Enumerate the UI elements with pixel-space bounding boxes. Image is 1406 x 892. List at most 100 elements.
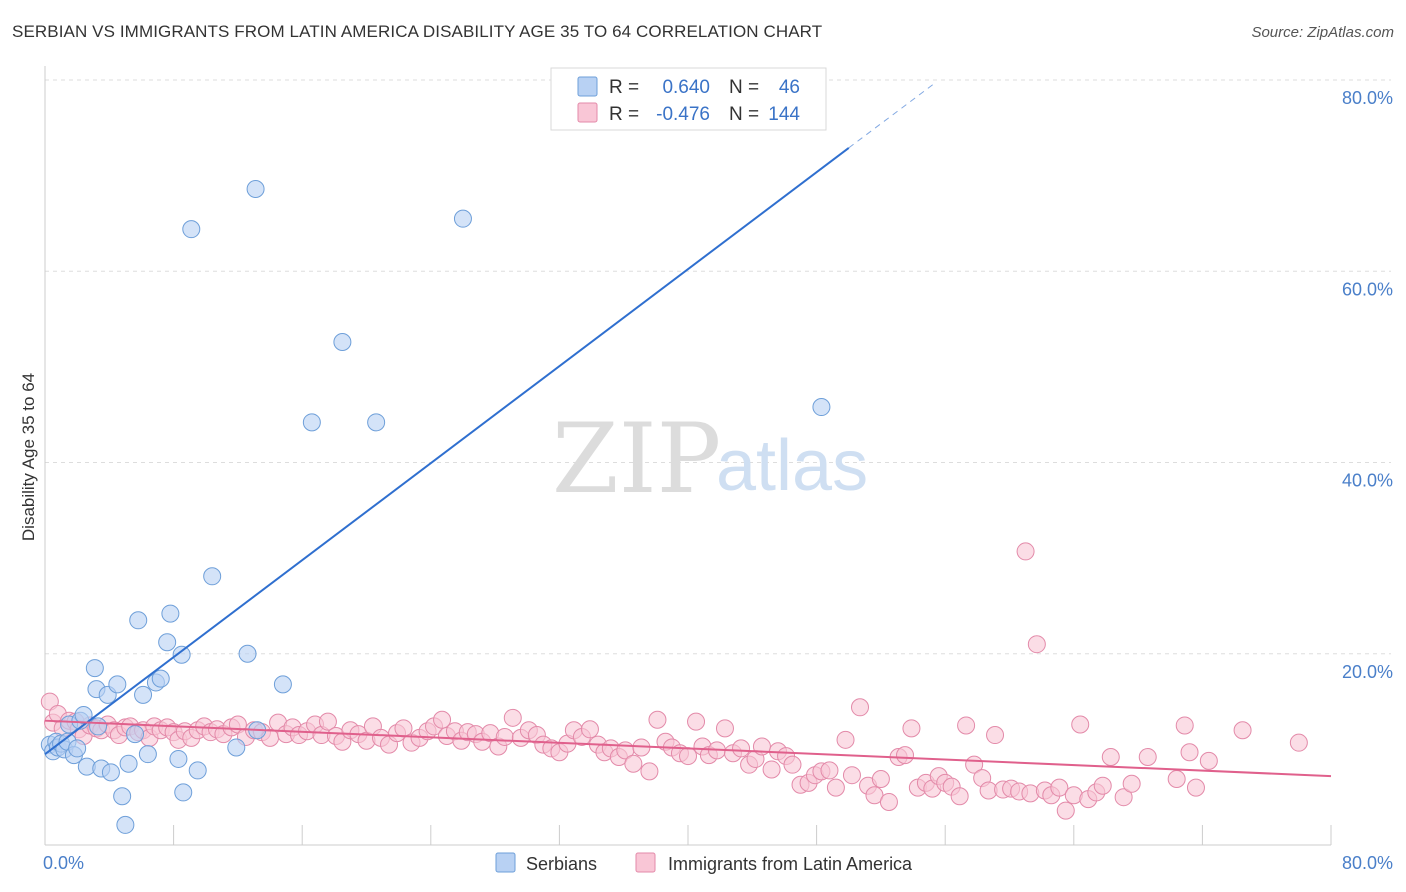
serbian-point [174, 783, 193, 802]
latin-america-point [503, 708, 522, 727]
legend-swatch-latin-america [577, 102, 598, 123]
latin-america-point [902, 719, 921, 738]
serbian-point [161, 604, 180, 623]
latin-america-point [836, 730, 855, 749]
y-tick-label: 40.0% [1342, 471, 1393, 491]
trend-lines [44, 83, 1332, 778]
serbian-point [169, 749, 188, 768]
serbian-point [74, 705, 93, 724]
latin-america-point [318, 712, 337, 731]
tick-labels: 20.0% 40.0% 60.0% 80.0% 0.0% 80.0% [43, 88, 1393, 873]
serbian-point [227, 738, 246, 757]
serbian-point [138, 745, 157, 764]
latin-america-point [433, 710, 452, 729]
grid-lines [45, 79, 1391, 655]
latin-america-point [851, 698, 870, 717]
serbian-point [367, 413, 386, 432]
latin-america-point [640, 762, 659, 781]
serbian-point [151, 669, 170, 688]
latin-america-point [1050, 778, 1069, 797]
serbian-point [203, 567, 222, 586]
serbian-point [453, 209, 472, 228]
serbian-trend-line-extension [848, 83, 935, 149]
serbian-point [302, 413, 321, 432]
latin-america-point [820, 761, 839, 780]
legend-r-label-1: R = [609, 77, 639, 98]
latin-america-point [495, 727, 514, 746]
x-tick-label: 80.0% [1342, 853, 1393, 873]
latin-america-point [1071, 715, 1090, 734]
latin-america-point [1186, 778, 1205, 797]
legend-n-value-1: 46 [779, 77, 800, 98]
legend-n-label-2: N = [729, 104, 759, 125]
y-tick-label: 60.0% [1342, 279, 1393, 299]
latin-america-point [648, 710, 667, 729]
serbian-point [273, 675, 292, 694]
y-axis-label: Disability Age 35 to 64 [19, 373, 38, 541]
latin-america-point [826, 778, 845, 797]
serbian-point [89, 717, 108, 736]
legend-r-value-1: 0.640 [662, 77, 710, 98]
serbian-point [126, 725, 145, 744]
latin-america-point [1167, 770, 1186, 789]
latin-america-point [762, 760, 781, 779]
serbian-point [68, 739, 87, 758]
latin-america-point [871, 770, 890, 789]
latin-america-point [1199, 751, 1218, 770]
latin-america-point [1122, 774, 1141, 793]
bottom-legend-swatch-latin-america [635, 852, 656, 873]
latin-america-point [783, 755, 802, 774]
source-label: Source: ZipAtlas.com [1251, 24, 1394, 41]
chart-title: SERBIAN VS IMMIGRANTS FROM LATIN AMERICA… [12, 22, 823, 41]
watermark-zip: ZIP [552, 403, 721, 515]
serbian-point [85, 659, 104, 678]
legend-r-value-2: -0.476 [656, 104, 710, 125]
latin-america-point [1056, 801, 1075, 820]
latin-america-point [624, 754, 643, 773]
serbian-trend-line [44, 147, 850, 755]
x-tick-label: 0.0% [43, 853, 84, 873]
serbian-point [113, 787, 132, 806]
serbian-point [182, 220, 201, 239]
serbian-point [129, 611, 148, 630]
latin-america-point [896, 746, 915, 765]
latin-america-point [1289, 733, 1308, 752]
axes [44, 66, 1332, 846]
serbian-point [108, 675, 127, 694]
bottom-legend-serbians: Serbians [526, 854, 597, 874]
serbian-point [119, 754, 138, 773]
serbian-point [172, 645, 191, 664]
latin-america-point [1138, 748, 1157, 767]
serbian-point [116, 815, 135, 834]
latin-america-point [1101, 748, 1120, 767]
latin-america-point [1093, 776, 1112, 795]
latin-america-point [879, 792, 898, 811]
latin-america-point [1114, 788, 1133, 807]
serbian-point [158, 633, 177, 652]
latin-america-point [1016, 542, 1035, 561]
serbian-point [188, 761, 207, 780]
watermark: ZIP atlas [552, 403, 868, 515]
serbian-point [333, 333, 352, 352]
latin-america-point [957, 716, 976, 735]
serbian-point [238, 644, 257, 663]
legend-box: R = 0.640 N = 46 R = -0.476 N = 144 [550, 67, 827, 131]
latin-america-point [1233, 721, 1252, 740]
latin-america-point [1027, 635, 1046, 654]
legend-r-label-2: R = [609, 104, 639, 125]
latin-america-point [950, 787, 969, 806]
serbian-point [101, 763, 120, 782]
bottom-legend: Serbians Immigrants from Latin America [495, 852, 913, 874]
serbian-point [246, 180, 265, 199]
watermark-atlas: atlas [716, 426, 868, 506]
latin-america-point [715, 719, 734, 738]
latin-america-point [687, 712, 706, 731]
serbian-point [812, 398, 831, 417]
legend-n-label-1: N = [729, 77, 759, 98]
legend-swatch-serbians [577, 76, 598, 97]
latin-america-point [580, 720, 599, 739]
latin-america-point [842, 766, 861, 785]
latin-america-point [679, 747, 697, 766]
latin-america-point [1175, 716, 1194, 735]
